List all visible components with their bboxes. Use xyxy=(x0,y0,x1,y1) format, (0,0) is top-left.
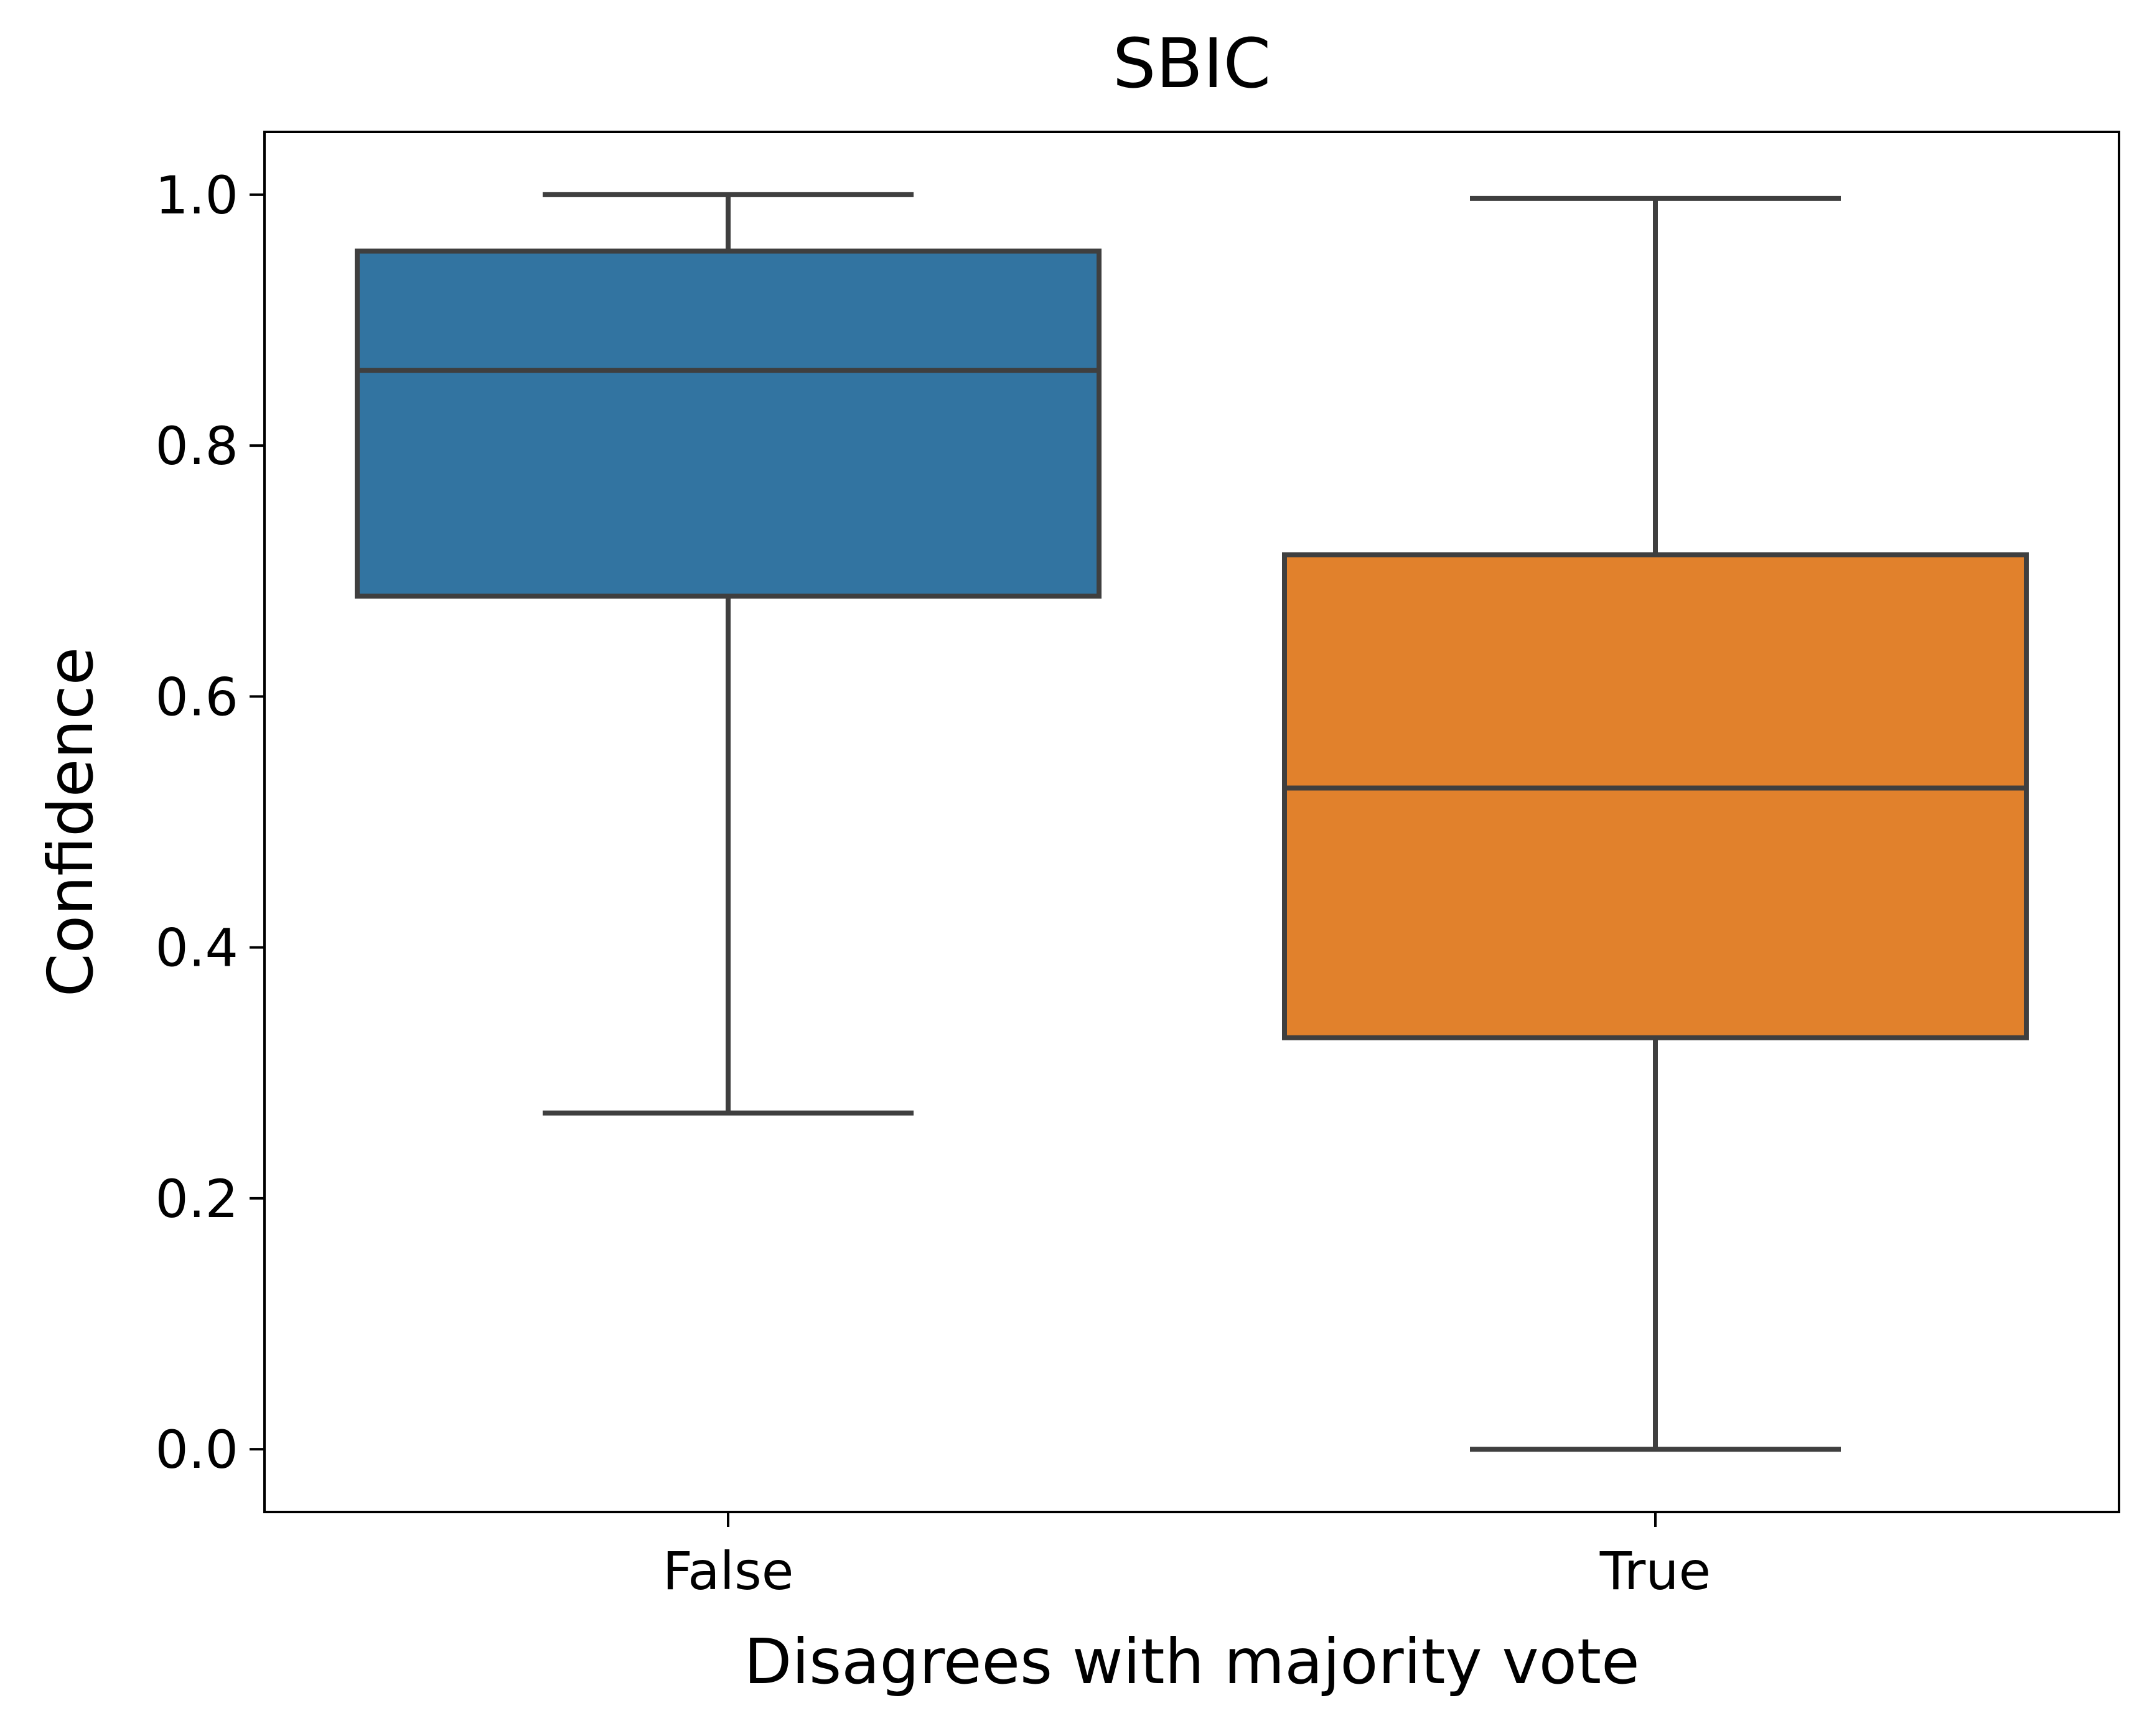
y-tick-label: 0.2 xyxy=(155,1169,238,1230)
x-tick-label: True xyxy=(1599,1541,1711,1602)
box-false xyxy=(355,192,1102,1116)
iqr-box xyxy=(1282,552,2029,1040)
y-tick-label: 0.0 xyxy=(155,1419,238,1480)
x-axis: False True xyxy=(663,1512,1711,1602)
iqr-box xyxy=(355,248,1102,599)
x-axis-label: Disagrees with majority vote xyxy=(744,1625,1639,1698)
y-tick-label: 0.6 xyxy=(155,666,238,727)
y-axis-label: Confidence xyxy=(34,647,107,997)
x-tick-label: False xyxy=(663,1541,794,1602)
chart-title: SBIC xyxy=(1113,24,1271,103)
box-true xyxy=(1282,195,2029,1452)
y-axis: 0.0 0.2 0.4 0.6 0.8 1.0 xyxy=(155,165,264,1480)
y-tick-label: 0.4 xyxy=(155,918,238,979)
plot-area xyxy=(355,192,2029,1452)
plot-frame xyxy=(263,131,2120,1513)
y-tick-label: 0.8 xyxy=(155,416,238,477)
y-tick-label: 1.0 xyxy=(155,165,238,226)
